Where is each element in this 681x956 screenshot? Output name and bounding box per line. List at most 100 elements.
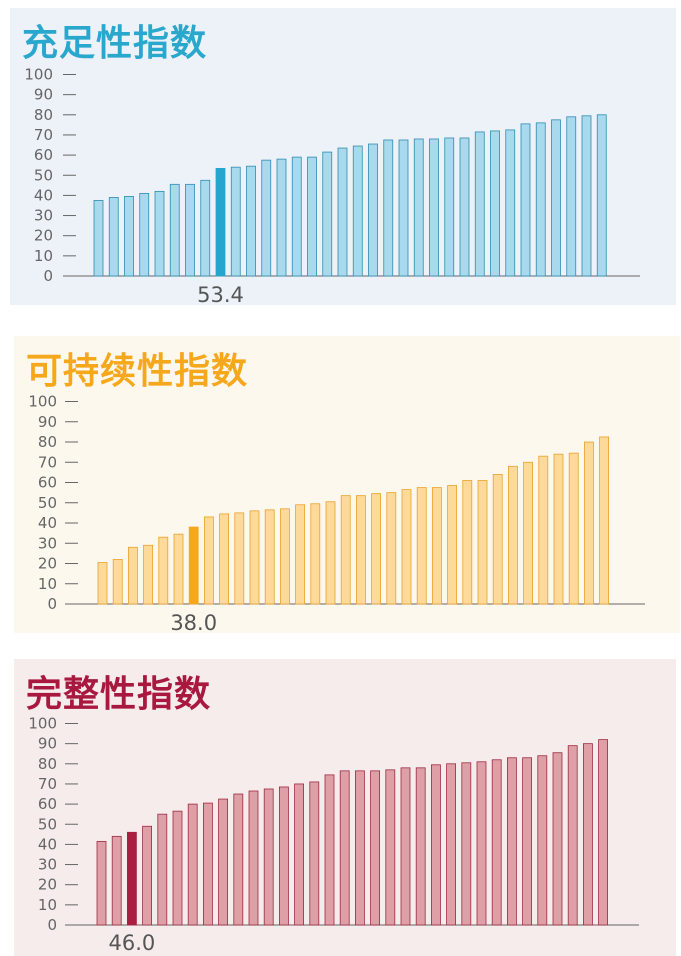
adequacy-bar (124, 196, 134, 277)
sustainability-bar (462, 480, 473, 605)
sustainability-bar (553, 453, 564, 605)
sustainability-bar (128, 546, 138, 605)
integrity-bar (522, 757, 533, 926)
adequacy-title: 充足性指数 (22, 23, 208, 64)
sustainability-bar (477, 480, 488, 605)
integrity-bar (157, 813, 168, 926)
integrity-bar (430, 764, 441, 926)
integrity-ytick-label: 10 (38, 896, 57, 914)
sustainability-title: 可持续性指数 (26, 351, 249, 392)
sustainability-bar (158, 536, 169, 605)
integrity-bar (461, 762, 472, 926)
integrity-bar (446, 763, 457, 926)
integrity-bar (172, 810, 183, 926)
adequacy-bar (139, 192, 150, 277)
integrity-ytick-label: 40 (38, 835, 57, 853)
integrity-ytick-label: 80 (38, 755, 57, 773)
adequacy-bar (383, 139, 394, 277)
integrity-bar (339, 770, 350, 926)
adequacy-bar (200, 179, 211, 277)
adequacy-bar (185, 183, 195, 277)
sustainability-bar (492, 473, 503, 605)
sustainability-bar (249, 510, 260, 605)
integrity-bar (583, 743, 593, 926)
sustainability-panel: 可持续性指数 100 90 80 70 60 50 40 30 20 10 0 38.0 (14, 336, 680, 635)
adequacy-ytick-label: 70 (34, 126, 53, 144)
sustainability-bar (173, 533, 184, 605)
adequacy-bar (108, 197, 119, 277)
sustainability-bar (340, 495, 351, 605)
adequacy-panel: 充足性指数 100 90 80 70 60 50 40 30 20 10 0 53.4 (10, 8, 676, 307)
adequacy-bar (398, 139, 409, 277)
adequacy-bar (337, 147, 348, 277)
integrity-panel: 完整性指数 100 90 80 70 60 50 40 30 20 10 0 46.0 (14, 659, 676, 956)
sustainability-bar (599, 436, 609, 605)
integrity-ytick-label: 20 (38, 876, 57, 894)
integrity-ytick-label: 30 (38, 856, 57, 874)
adequacy-bar (581, 115, 592, 277)
integrity-bar (370, 770, 381, 926)
sustainability-ytick-label: 90 (38, 413, 57, 431)
sustainability-bar (538, 455, 549, 605)
adequacy-bar (520, 123, 531, 277)
sustainability-bar (112, 559, 123, 605)
sustainability-ytick-label: 100 (28, 393, 57, 411)
adequacy-ytick-label: 20 (34, 227, 53, 245)
sustainability-bar (264, 509, 275, 605)
integrity-bar (111, 835, 122, 926)
integrity-bar (476, 761, 487, 926)
integrity-bar (400, 767, 411, 926)
integrity-ytick-label: 50 (38, 815, 57, 833)
integrity-ytick-label: 100 (28, 715, 57, 733)
adequacy-bar (551, 119, 561, 277)
sustainability-bar (219, 513, 230, 605)
integrity-highlight-value: 46.0 (109, 931, 156, 955)
sustainability-bar (279, 508, 290, 605)
sustainability-bar (371, 493, 382, 605)
sustainability-bar (234, 512, 245, 605)
sustainability-ytick-label: 30 (38, 534, 57, 552)
adequacy-bar (93, 200, 104, 277)
sustainability-bar (203, 516, 214, 605)
sustainability-ytick-label: 80 (38, 433, 57, 451)
sustainability-bar (523, 461, 534, 605)
adequacy-highlight-value: 53.4 (197, 283, 244, 307)
adequacy-bar (444, 137, 455, 277)
sustainability-bar (97, 562, 108, 605)
sustainability-bar (431, 487, 442, 605)
integrity-bar (309, 781, 320, 926)
adequacy-bar (368, 143, 378, 277)
integrity-title: 完整性指数 (26, 674, 212, 715)
integrity-ytick-label: 60 (38, 795, 57, 813)
sustainability-bar (310, 503, 321, 605)
integrity-bar (491, 759, 502, 926)
integrity-bar (567, 745, 578, 926)
integrity-bar (233, 793, 244, 926)
sustainability-highlight-value: 38.0 (170, 611, 217, 635)
adequacy-bar (307, 156, 317, 277)
integrity-bar (552, 752, 563, 926)
adequacy-bar (490, 130, 500, 277)
sustainability-ytick-label: 10 (38, 575, 57, 593)
integrity-bar (598, 739, 608, 926)
adequacy-bar (230, 166, 241, 277)
sustainability-bar (568, 452, 579, 605)
sustainability-bar (355, 495, 366, 605)
sustainability-bar (401, 489, 412, 605)
integrity-bar (278, 786, 289, 926)
sustainability-ytick-label: 50 (38, 494, 57, 512)
sustainability-bar-highlight (188, 526, 199, 605)
adequacy-bar (291, 156, 302, 277)
adequacy-ytick-label: 50 (34, 166, 53, 184)
adequacy-bar (429, 138, 439, 277)
adequacy-ytick-label: 60 (34, 146, 53, 164)
sustainability-bar (295, 504, 306, 605)
integrity-bar (415, 767, 426, 926)
integrity-bar-highlight (127, 831, 137, 926)
adequacy-ytick-label: 30 (34, 207, 53, 225)
sustainability-ytick-label: 60 (38, 474, 57, 492)
integrity-bar (537, 755, 548, 926)
sustainability-bar (143, 544, 154, 605)
adequacy-ytick-label: 100 (24, 66, 53, 84)
